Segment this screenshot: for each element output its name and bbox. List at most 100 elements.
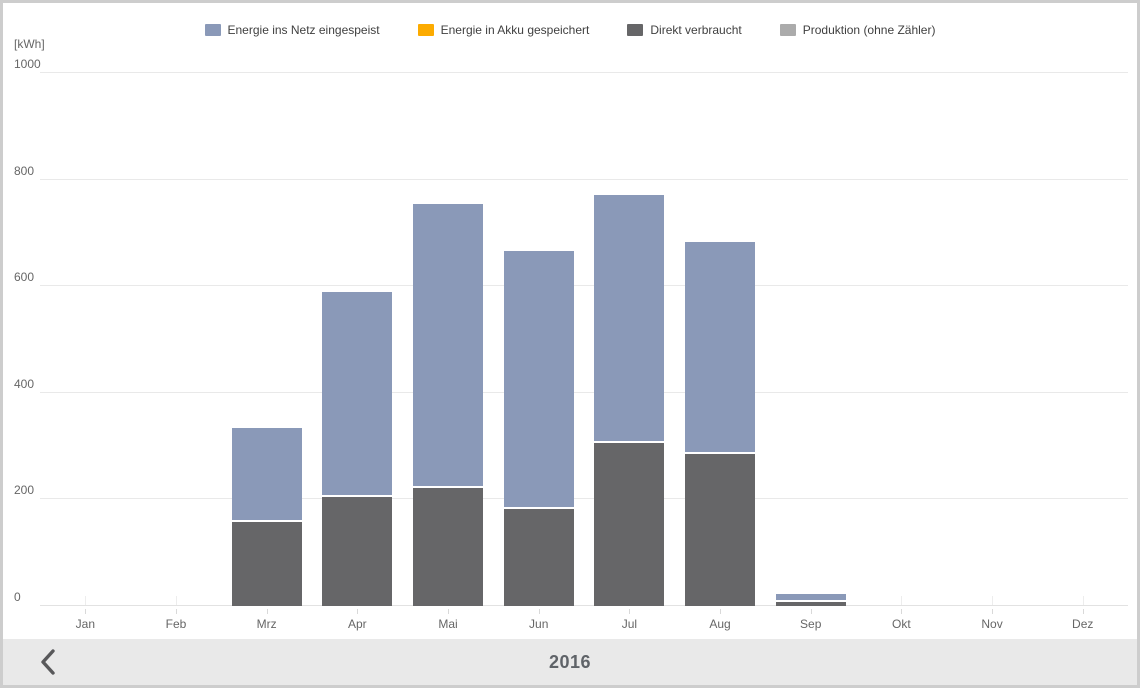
- previous-year-button[interactable]: [29, 642, 69, 682]
- legend-item-label: Produktion (ohne Zähler): [802, 23, 936, 37]
- legend-item-4[interactable]: Produktion (ohne Zähler): [779, 23, 936, 37]
- legend-swatch: [779, 24, 796, 36]
- legend-item-label: Direkt verbraucht: [650, 23, 742, 37]
- bar-segment-energie-ins-netz-eingespeist[interactable]: [594, 195, 665, 444]
- bar-segment-energie-ins-netz-eingespeist[interactable]: [685, 241, 756, 455]
- bar-group-feb[interactable]: [131, 73, 222, 606]
- year-label: 2016: [548, 651, 592, 672]
- x-axis-tick: [992, 609, 994, 614]
- plot-area: [40, 72, 1128, 606]
- bar-segment-energie-ins-netz-eingespeist[interactable]: [413, 204, 484, 488]
- x-axis-tick-label-nov: Nov: [947, 609, 1038, 631]
- x-axis-tick-label-jul: Jul: [584, 609, 675, 631]
- y-axis-unit-label: [kWh]: [14, 37, 45, 51]
- x-axis-tick: [901, 609, 903, 614]
- bar-group-sep[interactable]: [765, 73, 856, 606]
- legend-item-1[interactable]: Energie ins Netz eingespeist: [204, 23, 380, 37]
- x-axis-month-text: Sep: [800, 617, 822, 631]
- legend-item-3[interactable]: Direkt verbraucht: [627, 23, 742, 37]
- x-axis-tick-label-aug: Aug: [675, 609, 766, 631]
- bar-segment-direkt-verbraucht[interactable]: [231, 521, 302, 606]
- y-axis-tick-label: 1000: [14, 57, 41, 71]
- bar-group-jul[interactable]: [584, 73, 675, 606]
- bar-stack: [594, 195, 665, 606]
- x-axis-month-text: Mrz: [256, 617, 277, 631]
- gridline: [40, 72, 1128, 73]
- legend-swatch: [417, 24, 434, 36]
- x-axis-tick-label-okt: Okt: [856, 609, 947, 631]
- y-axis-tick-label: 800: [14, 163, 35, 178]
- bar-segment-direkt-verbraucht[interactable]: [322, 496, 393, 606]
- bar-segment-direkt-verbraucht[interactable]: [685, 454, 756, 606]
- bar-segment-energie-ins-netz-eingespeist[interactable]: [231, 428, 302, 522]
- bar-group-jun[interactable]: [493, 73, 584, 606]
- x-axis-tick-label-jun: Jun: [493, 609, 584, 631]
- bar-group-mai[interactable]: [403, 73, 494, 606]
- bar-group-aug[interactable]: [675, 73, 766, 606]
- bar-group-jan[interactable]: [40, 73, 131, 606]
- x-axis-tick-label-sep: Sep: [765, 609, 856, 631]
- x-axis-month-text: Mai: [438, 617, 458, 631]
- y-axis-tick-label: 600: [14, 270, 35, 285]
- bar-group-okt[interactable]: [856, 73, 947, 606]
- x-axis-month-text: Feb: [165, 617, 187, 631]
- bar-stack: [775, 594, 846, 606]
- x-axis-tick: [810, 609, 812, 614]
- inner-axis-tick: [1082, 596, 1084, 606]
- x-axis-month-text: Jul: [621, 617, 638, 631]
- y-axis-tick-label: 0: [14, 590, 21, 604]
- x-axis-tick: [85, 609, 87, 614]
- x-axis-tick: [357, 609, 359, 614]
- inner-axis-tick: [176, 596, 177, 606]
- bar-group-mrz[interactable]: [221, 73, 312, 606]
- y-axis-tick-label: 200: [14, 483, 35, 498]
- bar-segment-energie-ins-netz-eingespeist[interactable]: [503, 251, 574, 509]
- bar-segment-energie-ins-netz-eingespeist[interactable]: [775, 594, 846, 603]
- x-axis-tick: [538, 609, 540, 614]
- bar-segment-energie-ins-netz-eingespeist[interactable]: [322, 292, 393, 497]
- chevron-left-icon: [41, 649, 55, 675]
- x-axis-month-text: Apr: [348, 617, 367, 631]
- bar-stack: [685, 241, 756, 606]
- x-axis-tick: [720, 609, 722, 614]
- bars-row: [40, 73, 1128, 606]
- x-axis-tick-label-mai: Mai: [403, 609, 494, 631]
- bar-stack: [231, 428, 302, 606]
- bar-segment-direkt-verbraucht[interactable]: [503, 509, 574, 606]
- bar-segment-direkt-verbraucht[interactable]: [413, 487, 484, 606]
- inner-axis-tick: [901, 596, 903, 606]
- x-axis-month-text: Jan: [75, 617, 96, 631]
- x-axis-month-text: Aug: [709, 617, 731, 631]
- x-axis-tick-label-mrz: Mrz: [221, 609, 312, 631]
- x-axis-tick-label-apr: Apr: [312, 609, 403, 631]
- x-axis-labels: Jan Feb Mrz Apr Mai Jun Jul Aug Sep Okt Nov Dez: [40, 609, 1128, 631]
- chart-legend: Energie ins Netz eingespeist Energie in A…: [3, 23, 1137, 37]
- x-axis-tick: [176, 609, 177, 614]
- bar-stack: [503, 251, 574, 606]
- bar-segment-direkt-verbraucht[interactable]: [775, 602, 846, 606]
- bar-group-dez[interactable]: [1037, 73, 1128, 606]
- gridline: [40, 285, 1128, 287]
- x-axis-month-text: Nov: [981, 617, 1003, 631]
- bar-stack: [413, 204, 484, 606]
- x-axis-tick-label-dez: Dez: [1037, 609, 1128, 631]
- x-axis-line: [40, 605, 1128, 606]
- legend-item-label: Energie ins Netz eingespeist: [227, 23, 380, 37]
- bar-group-nov[interactable]: [947, 73, 1038, 606]
- bar-stack: [322, 292, 393, 606]
- x-axis-tick: [1082, 609, 1084, 614]
- bar-segment-direkt-verbraucht[interactable]: [594, 443, 665, 606]
- legend-item-label: Energie in Akku gespeichert: [440, 23, 590, 37]
- x-axis-tick: [448, 609, 450, 614]
- x-axis-month-text: Jun: [529, 617, 549, 631]
- x-axis-month-text: Okt: [892, 617, 911, 631]
- legend-item-2[interactable]: Energie in Akku gespeichert: [417, 23, 590, 37]
- x-axis-tick-label-jan: Jan: [40, 609, 131, 631]
- gridline: [40, 391, 1128, 393]
- bar-group-apr[interactable]: [312, 73, 403, 606]
- y-axis-tick-label: 400: [14, 376, 35, 391]
- y-axis-labels: 0 200 400 600 800 1000: [14, 58, 54, 606]
- x-axis-tick: [266, 609, 268, 614]
- inner-axis-tick: [992, 596, 994, 606]
- x-axis-tick-label-feb: Feb: [131, 609, 222, 631]
